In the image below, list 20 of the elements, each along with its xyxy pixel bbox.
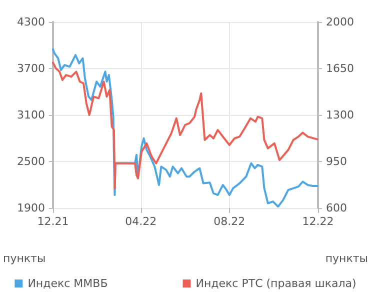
y2-tick-label: 1300	[326, 108, 354, 122]
x-tick-label: 12.22	[302, 215, 334, 228]
y-tick-label: 3100	[17, 108, 45, 122]
x-tick-label: 04.22	[125, 215, 157, 228]
y2-tick-label: 950	[326, 155, 347, 168]
y-tick-label: 3700	[17, 62, 45, 75]
y2-tick-label: 1650	[326, 62, 354, 75]
y-tick-label: 4300	[17, 16, 45, 28]
x-tick-label: 12.21	[37, 215, 69, 228]
legend-label: Индекс ММВБ	[28, 277, 108, 290]
y-axis-title: пункты	[3, 252, 46, 265]
y-tick-label: 1900	[17, 202, 45, 214]
y2-tick-label: 2000	[326, 16, 354, 28]
line-series	[52, 62, 318, 190]
y-tick-label: 2500	[17, 155, 45, 168]
y2-axis-title: пункты	[325, 252, 368, 265]
line-series	[52, 48, 318, 208]
y2-tick-label: 600	[326, 202, 347, 214]
x-tick-label: 08.22	[214, 215, 246, 228]
legend-label: Индекс РТС (правая шкала)	[196, 277, 356, 290]
